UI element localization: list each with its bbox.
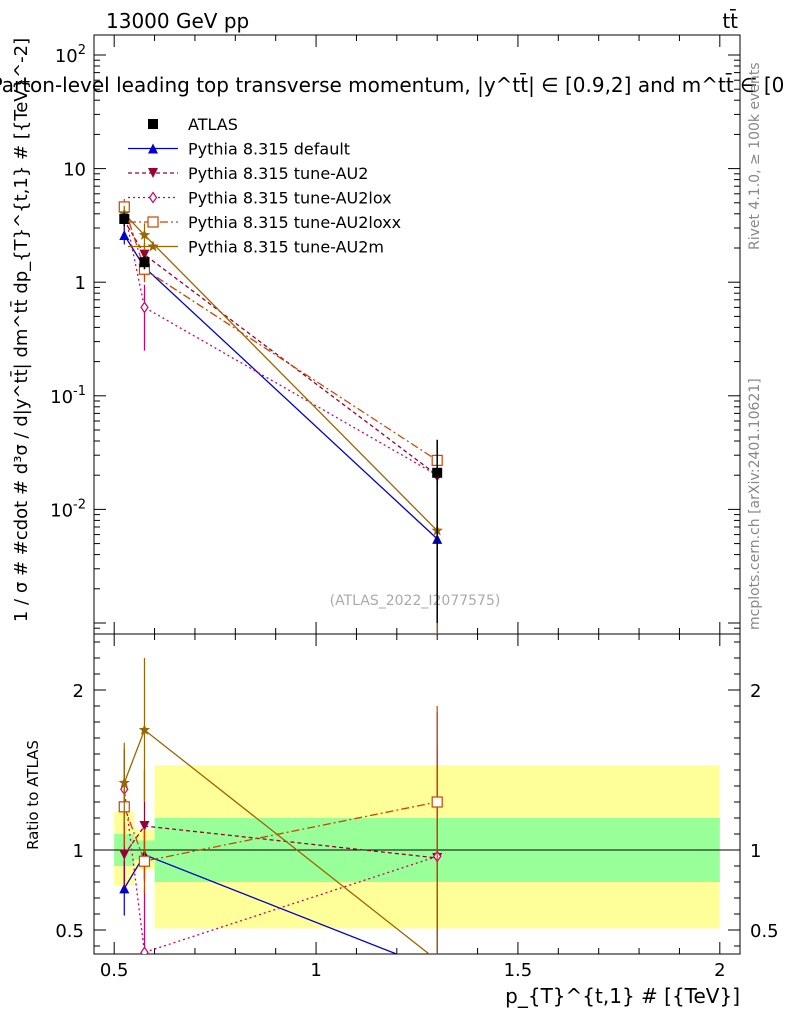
rivet-label: Rivet 4.1.0, ≥ 100k events [747, 62, 763, 250]
legend-label: Pythia 8.315 tune-AU2m [188, 238, 384, 257]
series-4-ratio-point [431, 796, 443, 808]
series-5-point [138, 229, 151, 240]
legend-marker [147, 240, 159, 252]
x-tick-label: 1 [310, 960, 321, 981]
series-1-ratio-point [119, 883, 130, 894]
analysis-id: (ATLAS_2022_I2077575) [330, 593, 501, 609]
series-1-line [123, 234, 438, 540]
top-series-group [118, 199, 443, 634]
atlas-point [119, 214, 130, 225]
mcplots-label: mcplots.cern.ch [arXiv:2401.10621] [747, 378, 763, 630]
series-2-line [123, 220, 438, 476]
bottom-y-tick-label: 0.5 [55, 921, 84, 942]
x-tick-label: 0.5 [100, 960, 129, 981]
energy-label: 13000 GeV pp [106, 9, 249, 33]
atlas-point [432, 467, 443, 478]
legend: ATLAS Pythia 8.315 default Pythia 8.315 tu… [128, 115, 401, 257]
series-2-point [139, 249, 150, 260]
plot-title: Parton-level leading top transverse mome… [0, 72, 786, 97]
legend-atlas-label: ATLAS [188, 115, 238, 134]
legend-label: Pythia 8.315 default [188, 140, 350, 159]
series-1-ratio-point [432, 965, 442, 975]
top-y-tick-label: 10-1 [50, 384, 86, 408]
series-2-ratio-point [119, 849, 130, 860]
series-3-ratio-point [140, 946, 149, 954]
ratio-bands [114, 765, 720, 929]
x-tick-label: 1.5 [504, 960, 533, 981]
legend-label: Pythia 8.315 tune-AU2 [188, 164, 368, 183]
bottom-y-tick-label-right: 2 [750, 681, 761, 702]
series-5-ratio-point [138, 724, 151, 735]
top-y-tick-label: 102 [55, 43, 86, 67]
bottom-y-tick-label-right: 1 [750, 841, 761, 862]
top-y-tick-label: 10-2 [50, 497, 86, 521]
x-tick-label: 2 [714, 960, 725, 981]
top-y-tick-label: 1 [75, 273, 86, 294]
bottom-y-axis-label: Ratio to ATLAS [24, 740, 42, 850]
bottom-y-tick-label: 2 [73, 681, 84, 702]
series-5-ratio-point [431, 954, 442, 965]
series-2-ratio-point [139, 821, 150, 831]
legend-marker [148, 168, 158, 178]
series-3-point [140, 301, 149, 314]
legend-marker [148, 191, 158, 204]
bottom-y-tick-label: 1 [73, 841, 84, 862]
x-axis-label: p_{T}^{t,1} # [{TeV}] [505, 984, 740, 1008]
legend-atlas-marker [148, 119, 158, 129]
top-y-tick-label: 10 [63, 160, 86, 181]
series-4-ratio-line [123, 801, 438, 862]
series-5-ratio-point [118, 776, 130, 788]
legend-label: Pythia 8.315 tune-AU2lox [188, 189, 392, 208]
atlas-point [139, 257, 150, 268]
series-5-line [123, 213, 438, 532]
legend-marker [147, 216, 159, 228]
top-y-axis-label: 1 / σ # #cdot # d³σ / d|y^tt̄| dm^tt̄ dp… [10, 38, 32, 622]
series-1-point [119, 230, 130, 241]
bottom-y-tick-label-right: 0.5 [750, 921, 779, 942]
legend-label: Pythia 8.315 tune-AU2loxx [188, 213, 401, 232]
process-label: tt̄ [722, 8, 738, 33]
series-4-ratio-point [138, 855, 151, 867]
bottom-series-group [118, 658, 443, 975]
bottom-panel-frame [93, 633, 741, 955]
legend-marker [148, 143, 158, 154]
